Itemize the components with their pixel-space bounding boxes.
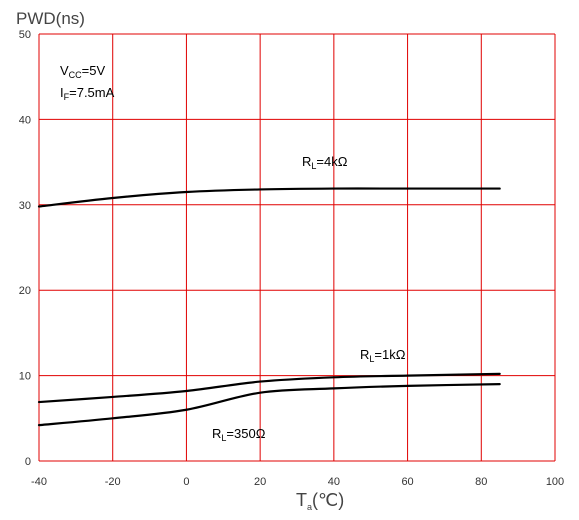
series-label-4k: RL=4kΩ bbox=[302, 154, 348, 171]
y-tick-label: 0 bbox=[25, 456, 31, 468]
series-label-350: RL=350Ω bbox=[212, 426, 266, 443]
x-tick-label: 100 bbox=[546, 476, 564, 488]
condition-if: IF=7.5mA bbox=[60, 85, 115, 102]
x-tick-label: 0 bbox=[183, 476, 189, 488]
x-tick-label: 80 bbox=[475, 476, 487, 488]
series-line-2 bbox=[37, 383, 501, 427]
condition-vcc: VCC=5V bbox=[60, 63, 105, 80]
series-label-1k: RL=1kΩ bbox=[360, 347, 406, 364]
series-line-1 bbox=[37, 372, 501, 404]
x-tick-label: 60 bbox=[401, 476, 413, 488]
series-line-0 bbox=[37, 187, 501, 208]
x-tick-label: 20 bbox=[254, 476, 266, 488]
x-tick-label: 40 bbox=[328, 476, 340, 488]
tick-labels: -40 -20 0 20 40 60 80 100 0 10 20 30 40 50 bbox=[19, 29, 564, 488]
x-tick-label: -20 bbox=[105, 476, 121, 488]
y-tick-label: 50 bbox=[19, 29, 31, 41]
y-tick-label: 40 bbox=[19, 114, 31, 126]
y-tick-label: 20 bbox=[19, 285, 31, 297]
x-tick-label: -40 bbox=[31, 476, 47, 488]
y-tick-label: 10 bbox=[19, 371, 31, 383]
y-tick-label: 30 bbox=[19, 200, 31, 212]
y-axis-label: PWD(ns) bbox=[16, 9, 85, 28]
series-lines bbox=[37, 187, 501, 427]
x-axis-label: Ta(℃) bbox=[296, 490, 344, 512]
grid bbox=[38, 33, 556, 462]
